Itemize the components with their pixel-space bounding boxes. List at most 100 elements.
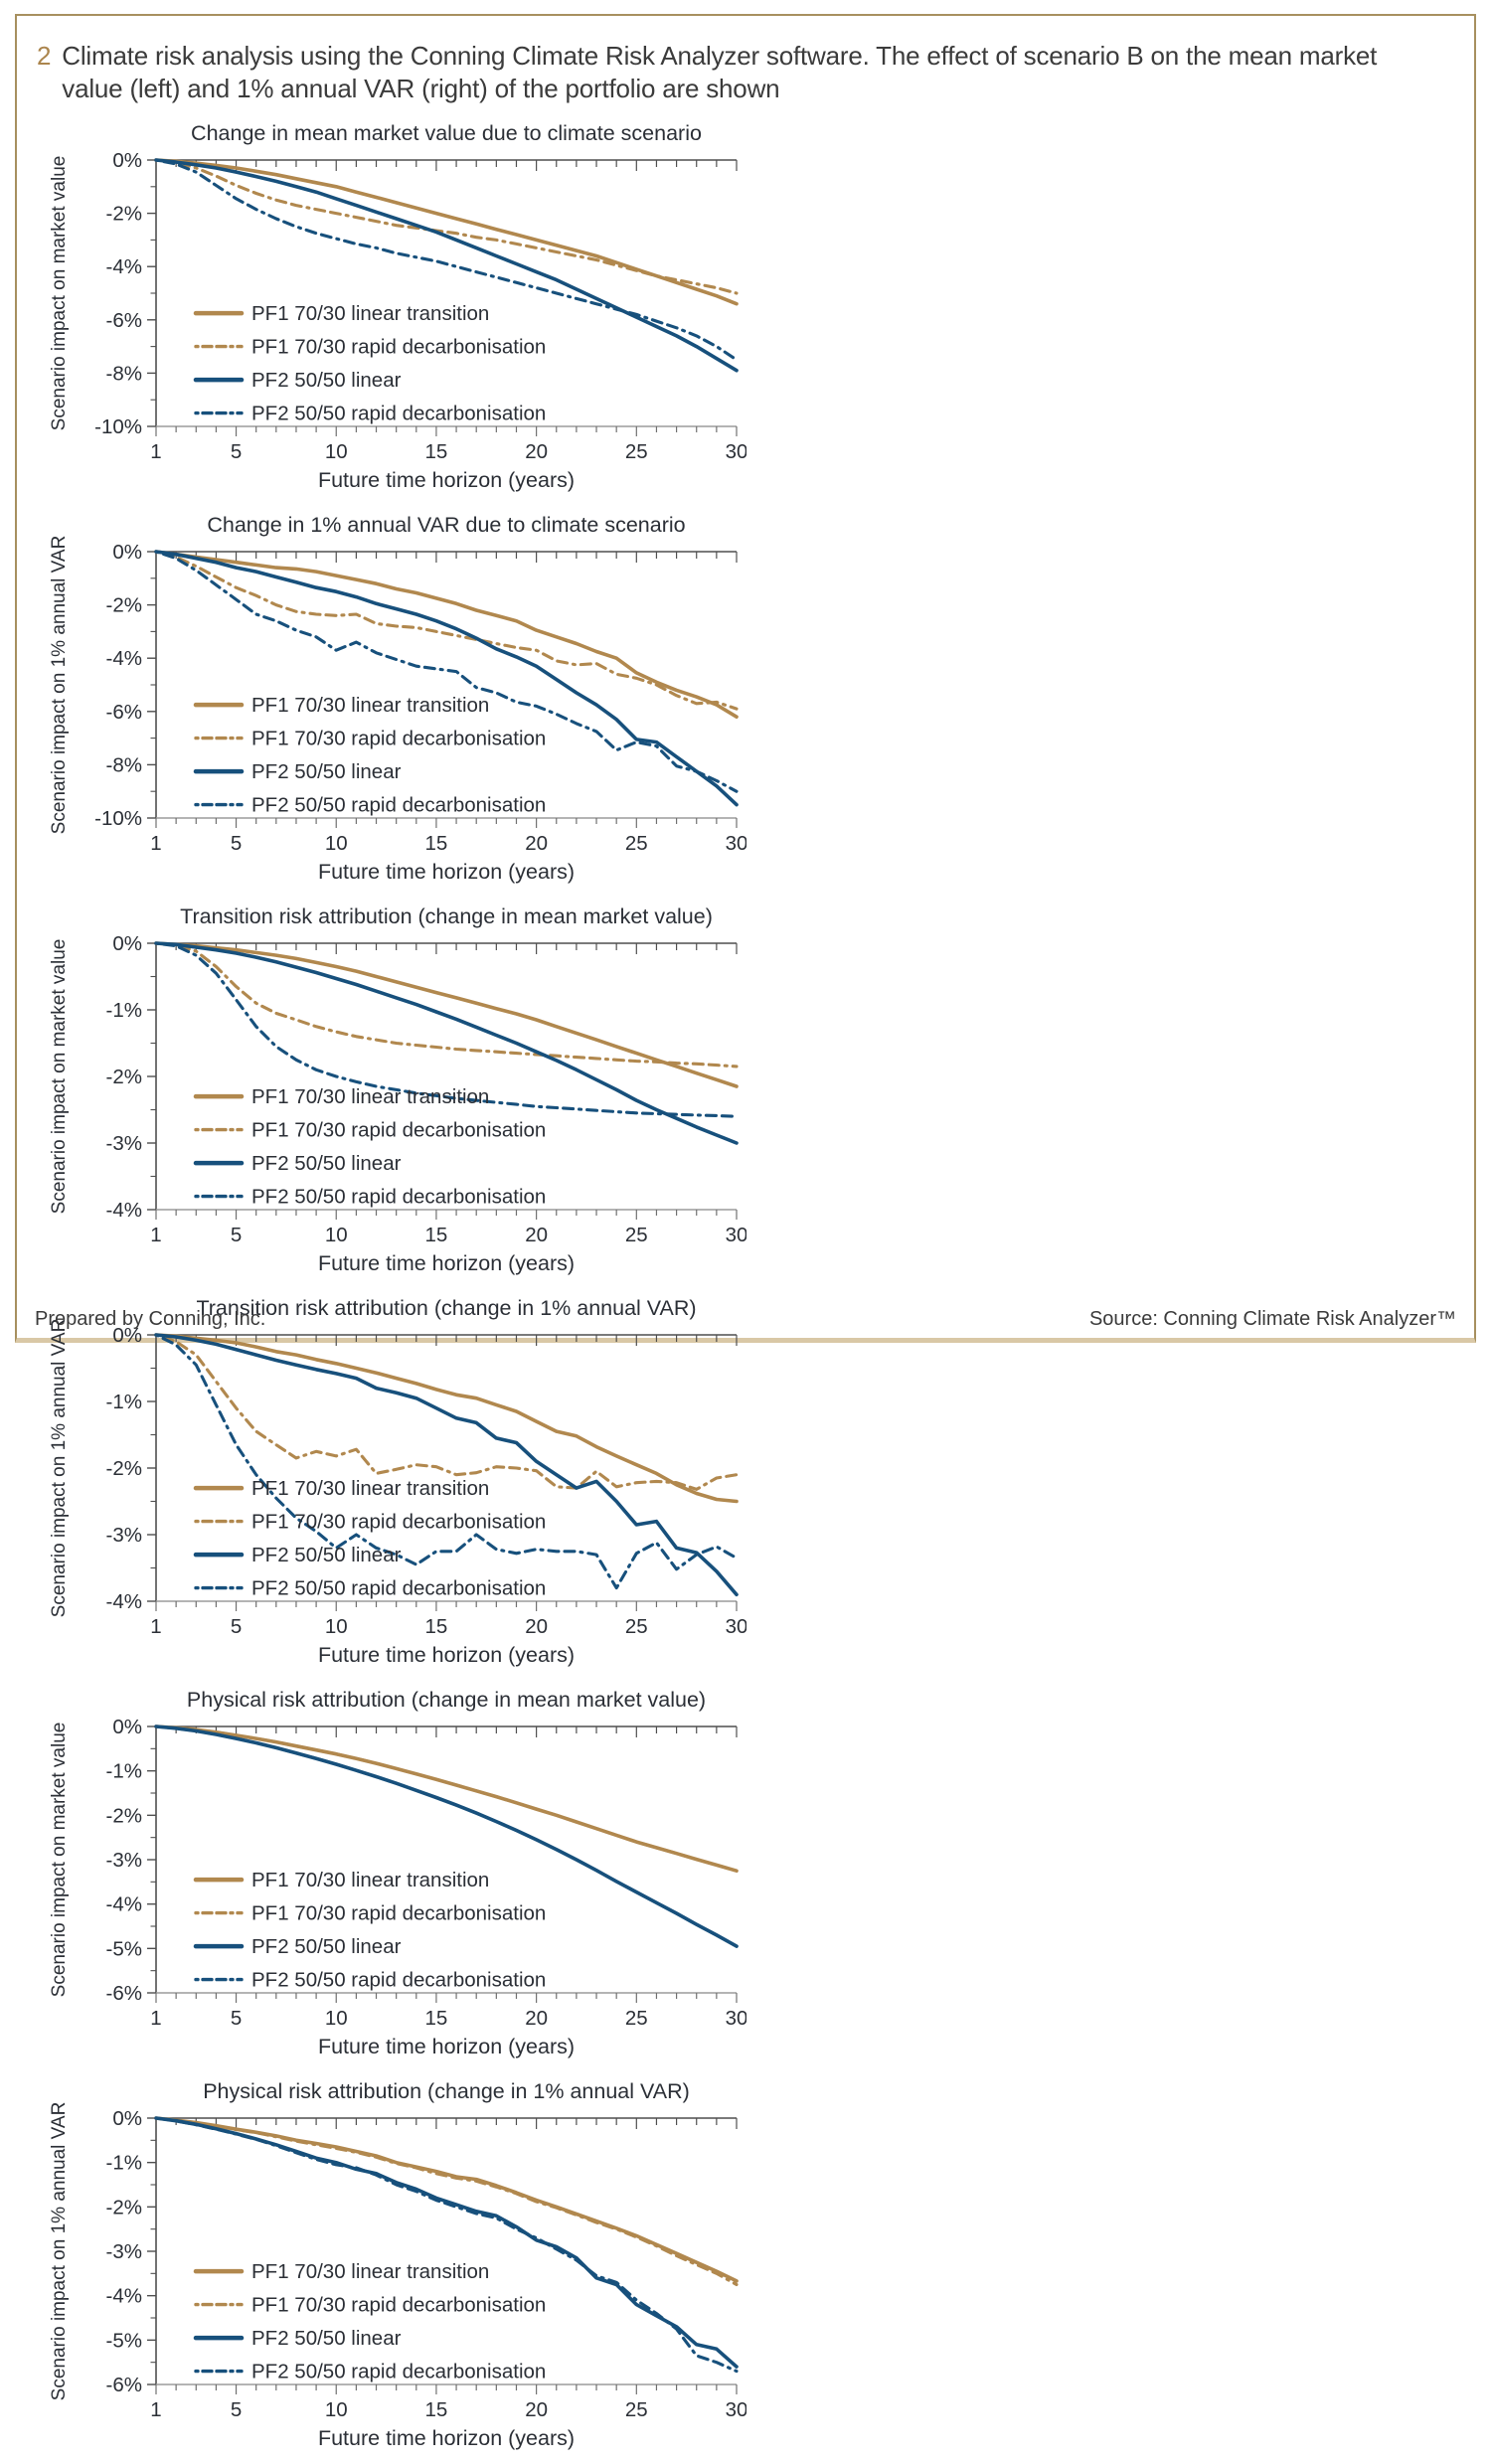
y-tick-label: -6% xyxy=(106,308,142,331)
series-line xyxy=(154,940,739,1145)
y-tick-label: -2% xyxy=(106,1804,142,1827)
x-tick-label: 20 xyxy=(525,2398,548,2421)
x-tick-label: 10 xyxy=(325,1224,348,1246)
x-tick-label: 1 xyxy=(150,1615,161,1638)
x-tick-label: 15 xyxy=(425,440,448,463)
y-tick-label: -2% xyxy=(106,1066,142,1088)
y-tick-label: -1% xyxy=(106,2151,142,2174)
series-line xyxy=(154,157,739,306)
chart-mean-market-value: Change in mean market value due to clima… xyxy=(41,114,746,506)
series-line xyxy=(154,549,739,793)
x-tick-label: 25 xyxy=(625,832,648,855)
y-tick-label: -6% xyxy=(106,2374,142,2396)
y-tick-label: -10% xyxy=(94,807,142,830)
x-tick-label: 15 xyxy=(425,2398,448,2421)
x-tick-label: 30 xyxy=(726,1615,746,1638)
x-tick-label: 30 xyxy=(726,440,746,463)
charts-grid: Change in mean market value due to clima… xyxy=(17,108,1474,2464)
legend-label: PF2 50/50 rapid decarbonisation xyxy=(251,793,546,816)
y-tick-label: -1% xyxy=(106,1391,142,1413)
series-line xyxy=(154,549,739,719)
y-tick-label: -3% xyxy=(106,1849,142,1872)
x-tick-label: 20 xyxy=(525,2007,548,2030)
x-axis-label: Future time horizon (years) xyxy=(318,468,575,492)
y-tick-label: 0% xyxy=(112,1716,142,1738)
legend-label: PF2 50/50 linear xyxy=(251,2327,402,2350)
y-tick-label: 0% xyxy=(112,932,142,955)
figure-frame: 2 Climate risk analysis using the Connin… xyxy=(15,14,1476,2450)
y-tick-label: -5% xyxy=(106,2329,142,2352)
chart-title: Transition risk attribution (change in m… xyxy=(180,904,713,928)
x-tick-label: 5 xyxy=(231,2007,242,2030)
x-tick-label: 20 xyxy=(525,440,548,463)
series-line xyxy=(154,2115,739,2373)
legend-label: PF2 50/50 rapid decarbonisation xyxy=(251,1576,546,1599)
x-tick-label: 15 xyxy=(425,1224,448,1246)
legend-label: PF1 70/30 linear transition xyxy=(251,1869,489,1891)
legend-label: PF1 70/30 rapid decarbonisation xyxy=(251,727,546,749)
chart-title: Physical risk attribution (change in mea… xyxy=(187,1688,706,1712)
x-tick-label: 5 xyxy=(231,1615,242,1638)
y-axis-label: Scenario impact on market value xyxy=(49,155,70,430)
series-line xyxy=(154,1724,739,1873)
legend-label: PF2 50/50 linear xyxy=(251,1544,402,1566)
y-tick-label: 0% xyxy=(112,2107,142,2130)
x-tick-label: 25 xyxy=(625,440,648,463)
y-tick-label: -4% xyxy=(106,647,142,670)
y-tick-label: -2% xyxy=(106,2196,142,2218)
x-tick-label: 1 xyxy=(150,2398,161,2421)
y-tick-label: -3% xyxy=(106,2240,142,2263)
chart-svg: Change in 1% annual VAR due to climate s… xyxy=(49,513,746,884)
x-tick-label: 10 xyxy=(325,440,348,463)
legend-label: PF2 50/50 rapid decarbonisation xyxy=(251,1968,546,1991)
series-line xyxy=(154,157,739,362)
chart-physical-risk-market-value: Physical risk attribution (change in mea… xyxy=(41,1681,746,2072)
legend-label: PF2 50/50 rapid decarbonisation xyxy=(251,2360,546,2382)
x-axis-label: Future time horizon (years) xyxy=(318,1643,575,1667)
chart-physical-risk-var: Physical risk attribution (change in 1% … xyxy=(41,2072,746,2464)
series-line xyxy=(154,940,739,1118)
x-axis-label: Future time horizon (years) xyxy=(318,1251,575,1275)
figure-header: 2 Climate risk analysis using the Connin… xyxy=(17,16,1474,108)
y-tick-label: 0% xyxy=(112,149,142,172)
y-tick-label: -2% xyxy=(106,202,142,225)
series-line xyxy=(154,940,739,1088)
y-tick-label: -3% xyxy=(106,1132,142,1155)
y-tick-label: -2% xyxy=(106,593,142,616)
x-tick-label: 1 xyxy=(150,440,161,463)
x-tick-label: 30 xyxy=(726,2007,746,2030)
chart-title: Physical risk attribution (change in 1% … xyxy=(203,2079,690,2103)
x-tick-label: 25 xyxy=(625,2007,648,2030)
legend-label: PF1 70/30 linear transition xyxy=(251,1477,489,1500)
x-tick-label: 1 xyxy=(150,1224,161,1246)
y-axis-label: Scenario impact on market value xyxy=(49,938,70,1214)
chart-title: Transition risk attribution (change in 1… xyxy=(196,1296,696,1320)
y-axis-label: Scenario impact on 1% annual VAR xyxy=(49,1318,70,1617)
legend-label: PF1 70/30 linear transition xyxy=(251,2260,489,2283)
chart-svg: Change in mean market value due to clima… xyxy=(49,121,746,492)
x-tick-label: 30 xyxy=(726,1224,746,1246)
x-axis-label: Future time horizon (years) xyxy=(318,2426,575,2450)
x-axis-label: Future time horizon (years) xyxy=(318,860,575,884)
chart-transition-risk-market-value: Transition risk attribution (change in m… xyxy=(41,898,746,1289)
x-tick-label: 10 xyxy=(325,2398,348,2421)
y-tick-label: -6% xyxy=(106,1982,142,2005)
chart-title: Change in mean market value due to clima… xyxy=(191,121,702,145)
x-tick-label: 5 xyxy=(231,832,242,855)
series-line xyxy=(154,157,739,295)
legend-label: PF1 70/30 rapid decarbonisation xyxy=(251,1901,546,1924)
chart-title: Change in 1% annual VAR due to climate s… xyxy=(207,513,685,537)
series-line xyxy=(154,549,739,806)
series-line xyxy=(154,157,739,373)
chart-transition-risk-var: Transition risk attribution (change in 1… xyxy=(41,1289,746,1681)
x-tick-label: 1 xyxy=(150,2007,161,2030)
chart-annual-var: Change in 1% annual VAR due to climate s… xyxy=(41,506,746,898)
legend-label: PF2 50/50 linear xyxy=(251,1152,402,1175)
legend-label: PF2 50/50 linear xyxy=(251,1935,402,1958)
y-tick-label: -8% xyxy=(106,753,142,776)
series-line xyxy=(154,1332,739,1589)
legend-label: PF1 70/30 linear transition xyxy=(251,302,489,325)
legend-label: PF1 70/30 linear transition xyxy=(251,1085,489,1108)
y-axis-label: Scenario impact on 1% annual VAR xyxy=(49,2101,70,2400)
figure-caption: Climate risk analysis using the Conning … xyxy=(62,41,1378,104)
